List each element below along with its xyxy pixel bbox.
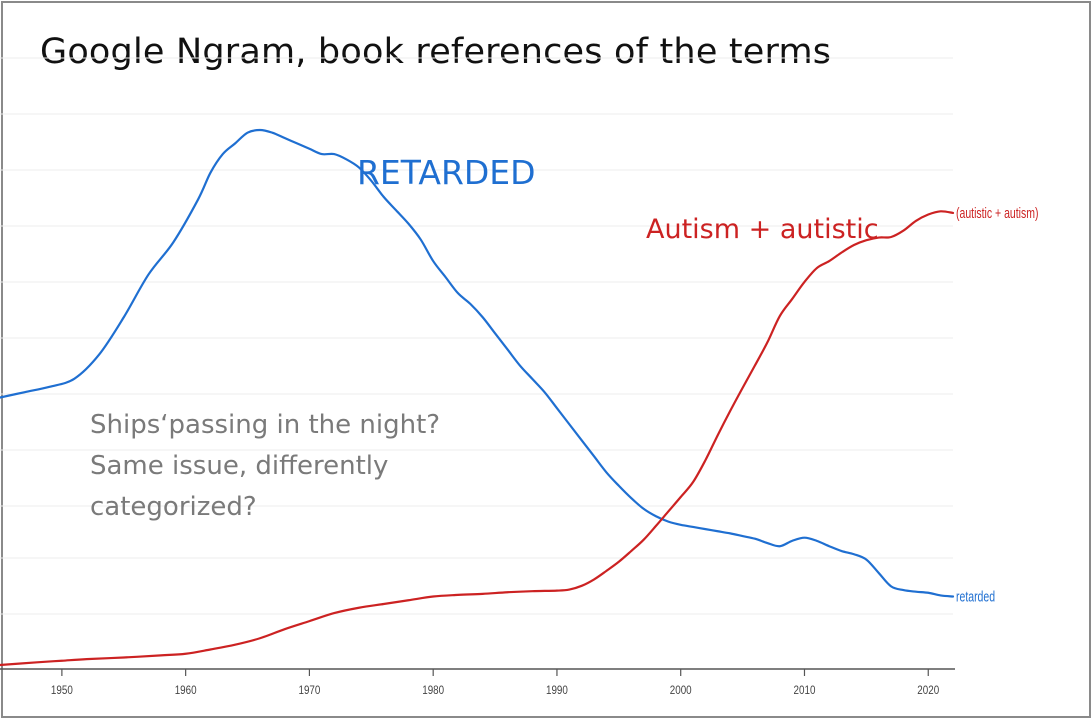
autism-annotation: Autism + autistic: [646, 214, 879, 245]
question-line-2: Same issue, differently: [90, 451, 389, 481]
grid-layer: [0, 57, 953, 615]
series-end-label-0: retarded: [956, 588, 995, 605]
series-end-label-1: (autistic + autism): [956, 204, 1039, 221]
x-tick-label-1960: 1960: [175, 684, 197, 697]
x-tick-label-2010: 2010: [794, 684, 816, 697]
slide-title: Google Ngram, book references of the ter…: [40, 32, 832, 72]
x-tick-label-2000: 2000: [670, 684, 692, 697]
x-tick-label-1970: 1970: [298, 684, 320, 697]
question-annotation: Ships‘passing in the night? Same issue, …: [90, 405, 440, 528]
question-line-3: categorized?: [90, 492, 257, 522]
axis-layer: 1950 1960 1970 1980 1990 2000 2010 2020: [0, 668, 955, 697]
question-line-1: Ships‘passing in the night?: [90, 410, 441, 440]
x-tick-label-1980: 1980: [422, 684, 444, 697]
retarded-annotation: RETARDED: [357, 153, 536, 192]
x-tick-label-2020: 2020: [917, 684, 939, 697]
x-tick-label-1950: 1950: [51, 684, 73, 697]
series-layer: retarded (autistic + autism): [0, 128, 1039, 667]
series-line-0: [0, 128, 955, 598]
series-line-1: [0, 210, 955, 667]
x-tick-label-1990: 1990: [546, 684, 568, 697]
